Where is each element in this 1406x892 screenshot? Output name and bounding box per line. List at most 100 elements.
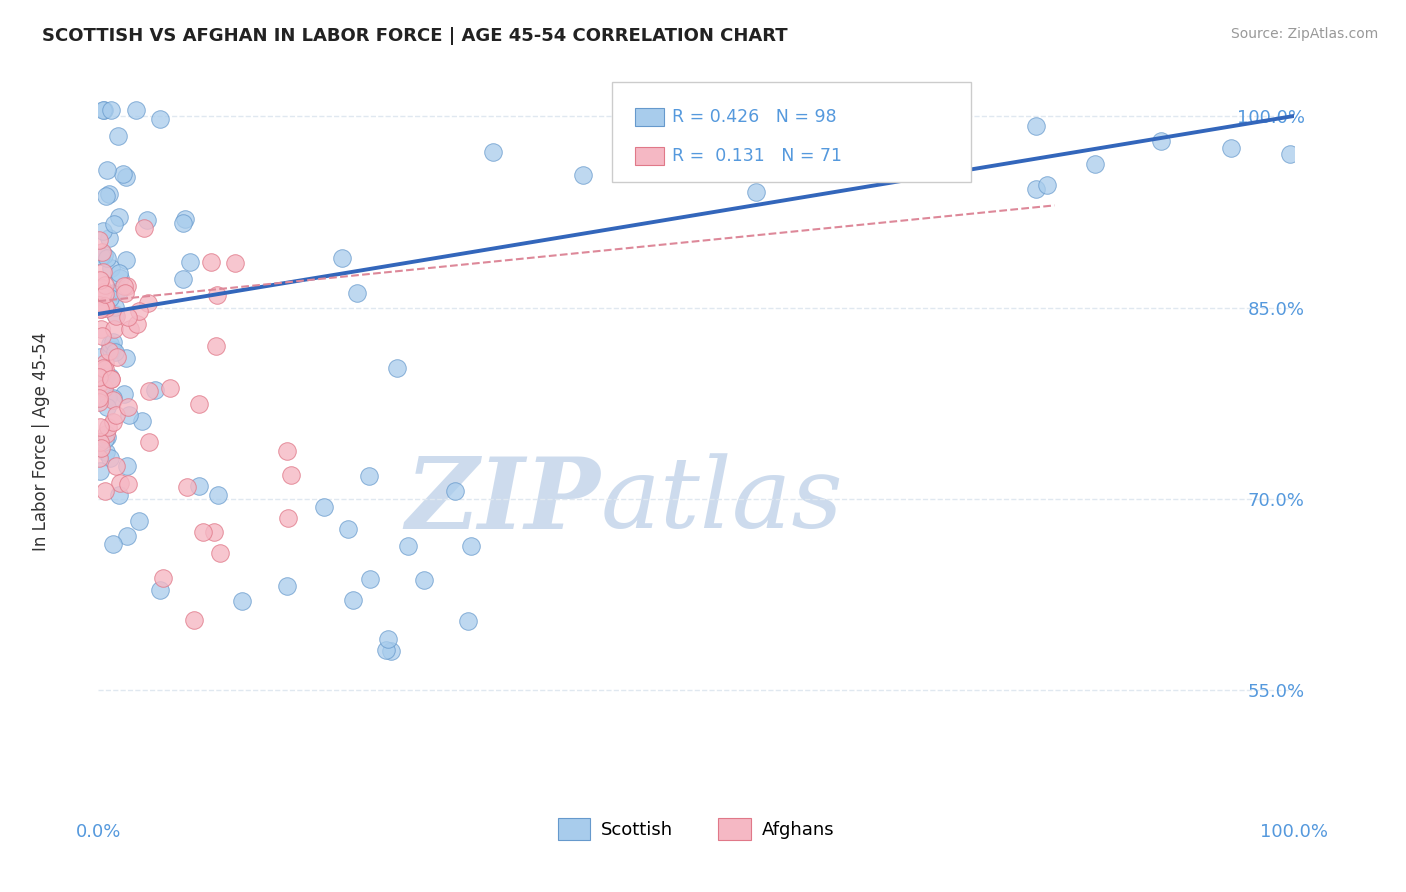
Point — [114, 285, 136, 300]
Point — [187, 479, 209, 493]
Point — [115, 279, 138, 293]
Point — [172, 272, 194, 286]
Point — [103, 335, 125, 350]
Point — [1025, 182, 1047, 196]
Point — [357, 468, 380, 483]
Point — [93, 300, 115, 314]
Point — [276, 443, 298, 458]
Point — [385, 360, 408, 375]
Point — [1035, 178, 1057, 192]
Point — [87, 300, 110, 314]
Point — [90, 249, 112, 263]
Point — [100, 291, 122, 305]
Point — [96, 430, 118, 444]
Point — [412, 573, 434, 587]
Point — [457, 614, 479, 628]
Point — [330, 251, 353, 265]
Point — [377, 632, 399, 646]
Point — [87, 370, 110, 384]
Point — [112, 386, 135, 401]
Point — [96, 162, 118, 177]
Point — [105, 351, 128, 365]
Point — [117, 477, 139, 491]
Point — [779, 154, 801, 169]
Point — [97, 390, 120, 404]
Point — [380, 644, 402, 658]
Point — [94, 356, 117, 370]
Point — [1278, 147, 1301, 161]
Text: R =  0.131   N = 71: R = 0.131 N = 71 — [672, 147, 842, 165]
Point — [128, 304, 150, 318]
Point — [346, 286, 368, 301]
Point — [105, 458, 128, 473]
Point — [1219, 141, 1241, 155]
Point — [94, 483, 117, 498]
Point — [108, 475, 131, 490]
Point — [191, 524, 214, 539]
Point — [91, 285, 114, 299]
Point — [94, 277, 117, 292]
Point — [87, 395, 110, 409]
Point — [713, 112, 735, 126]
Text: atlas: atlas — [600, 453, 844, 549]
Point — [90, 369, 112, 384]
Point — [112, 168, 135, 182]
Point — [200, 255, 222, 269]
Point — [159, 380, 181, 394]
Point — [115, 529, 138, 543]
Point — [104, 344, 127, 359]
Point — [91, 224, 114, 238]
Point — [100, 103, 122, 117]
Point — [89, 350, 111, 364]
Point — [91, 245, 114, 260]
Point — [125, 103, 148, 117]
Point — [115, 458, 138, 473]
Point — [117, 310, 139, 324]
Point — [128, 514, 150, 528]
Point — [280, 467, 302, 482]
Point — [93, 381, 115, 395]
Point — [104, 285, 127, 300]
Point — [205, 288, 228, 302]
Point — [745, 185, 768, 199]
Point — [910, 161, 932, 175]
Point — [98, 231, 121, 245]
Point — [744, 105, 766, 120]
Point — [91, 103, 114, 117]
Point — [101, 415, 124, 429]
Point — [176, 480, 198, 494]
Point — [138, 384, 160, 398]
Point — [90, 441, 112, 455]
Point — [205, 339, 228, 353]
Point — [105, 309, 128, 323]
Point — [224, 255, 246, 269]
Point — [312, 500, 335, 514]
Point — [90, 289, 112, 303]
Point — [96, 251, 118, 265]
Point — [94, 362, 117, 376]
Point — [97, 420, 120, 434]
Point — [91, 329, 114, 343]
Point — [117, 400, 139, 414]
Point — [136, 296, 159, 310]
Point — [207, 487, 229, 501]
Point — [101, 343, 124, 357]
Point — [276, 579, 298, 593]
Point — [96, 400, 118, 414]
Point — [87, 298, 110, 312]
Point — [98, 450, 121, 465]
Point — [942, 120, 965, 134]
Point — [89, 451, 111, 466]
Point — [94, 287, 117, 301]
Point — [90, 301, 112, 316]
Point — [90, 322, 112, 336]
Point — [138, 435, 160, 450]
Legend: Scottish, Afghans: Scottish, Afghans — [551, 811, 841, 847]
Point — [105, 409, 128, 423]
Point — [103, 217, 125, 231]
Point — [94, 189, 117, 203]
FancyBboxPatch shape — [636, 147, 664, 165]
Point — [93, 360, 115, 375]
Point — [101, 392, 124, 406]
Point — [89, 420, 111, 434]
